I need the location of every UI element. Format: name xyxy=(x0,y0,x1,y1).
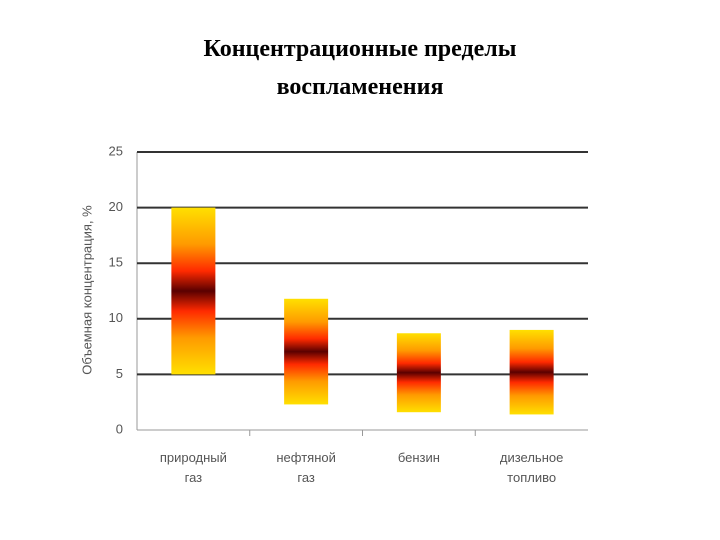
x-tick-label: бензин xyxy=(397,450,440,465)
y-tick-label: 5 xyxy=(116,366,123,381)
y-tick-label: 0 xyxy=(116,421,123,436)
y-tick-label: 25 xyxy=(109,143,123,158)
range-bar xyxy=(509,329,554,415)
range-bar xyxy=(171,207,216,375)
y-tick-label: 10 xyxy=(109,310,123,325)
chart-title: Концентрационные пределы воспламенения xyxy=(203,36,517,100)
range-bar xyxy=(396,333,441,413)
y-tick-label: 15 xyxy=(109,255,123,270)
x-tick-label: нефтяной газ xyxy=(276,450,336,485)
x-tick-label: дизельное топливо xyxy=(499,450,564,485)
range-bar xyxy=(284,298,329,405)
y-axis-label: Объемная концентрация, % xyxy=(79,205,94,375)
y-tick-label: 20 xyxy=(109,199,123,214)
x-tick-label: природный газ xyxy=(159,450,227,485)
